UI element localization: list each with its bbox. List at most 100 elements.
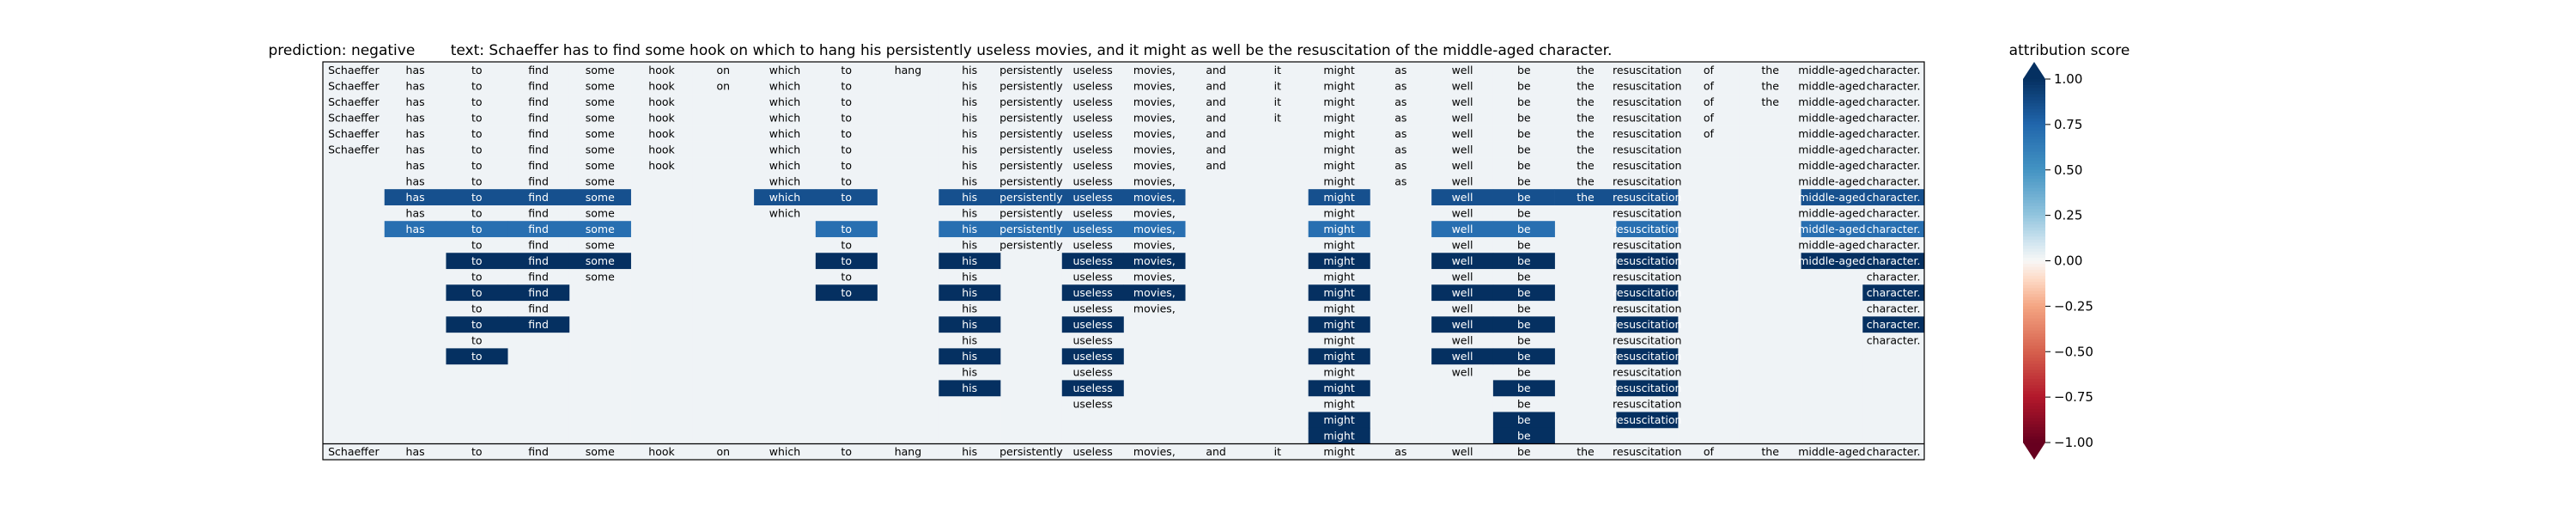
token-label: useless <box>1072 238 1112 251</box>
background-cell <box>1185 412 1248 429</box>
token-label: some <box>586 445 615 458</box>
background-cell <box>1185 332 1248 349</box>
background-cell <box>1739 109 1801 126</box>
background-cell <box>877 125 939 142</box>
token-label: it <box>1274 79 1281 92</box>
token-label: persistently <box>999 191 1063 204</box>
token-label: to <box>471 79 483 92</box>
token-label: Schaeffer <box>328 111 380 124</box>
token-label: well <box>1452 79 1473 92</box>
background-cell <box>384 443 447 461</box>
token-label: character. <box>1867 302 1921 315</box>
score-cell <box>939 189 1001 205</box>
token-label: useless <box>1072 271 1112 284</box>
token-label: useless <box>1072 398 1112 411</box>
token-label: which <box>769 127 800 140</box>
background-cell <box>1000 395 1063 412</box>
background-cell <box>1801 62 1863 78</box>
colorbar: 1.00 0.75 0.50 0.25 0.00 −0.25 −0.50 −0.75 −1.00 <box>2023 62 2093 460</box>
token-label: might <box>1323 271 1355 284</box>
token-label: useless <box>1072 382 1112 394</box>
background-cell <box>1431 268 1494 285</box>
token-label: character. <box>1867 206 1921 219</box>
token-label: well <box>1452 174 1473 187</box>
background-cell <box>630 412 693 429</box>
colorbar-label: attribution score <box>2009 42 2130 59</box>
background-cell <box>1308 236 1370 253</box>
token-label: to <box>471 223 483 235</box>
colorbar-segment <box>2023 191 2045 195</box>
token-label: to <box>471 271 483 284</box>
background-cell <box>1862 94 1925 110</box>
background-cell <box>754 205 817 222</box>
score-cell <box>1308 380 1370 397</box>
background-cell <box>568 62 631 78</box>
token-label: which <box>769 206 800 219</box>
colorbar-segment <box>2023 433 2045 437</box>
score-cell <box>1616 253 1679 270</box>
token-label: find <box>528 143 549 156</box>
colorbar-segment <box>2023 388 2045 392</box>
token-label: his <box>962 95 977 108</box>
background-cell <box>1370 443 1432 461</box>
background-cell <box>1616 427 1679 444</box>
token-label: his <box>962 79 977 92</box>
token-label: be <box>1517 286 1531 299</box>
background-cell <box>815 205 878 222</box>
background-cell <box>630 300 693 317</box>
background-cell <box>1616 395 1679 412</box>
colorbar-segment <box>2023 264 2045 267</box>
background-cell <box>1061 443 1124 461</box>
background-cell <box>692 443 755 461</box>
background-cell <box>1185 157 1248 174</box>
background-cell <box>1061 94 1124 110</box>
token-label: find <box>528 238 549 251</box>
background-cell <box>1554 332 1617 349</box>
score-cell <box>815 253 878 270</box>
token-label: has <box>406 64 425 76</box>
background-cell <box>692 94 755 110</box>
background-cell <box>323 332 386 349</box>
background-cell <box>939 412 1001 429</box>
token-label: and <box>1206 79 1226 92</box>
background-cell <box>1678 109 1741 126</box>
background-cell <box>323 173 386 190</box>
background-cell <box>1616 157 1679 174</box>
background-cell <box>446 77 508 95</box>
score-cell <box>1000 221 1063 238</box>
token-label: be <box>1517 64 1531 76</box>
background-cell <box>1246 125 1309 142</box>
background-cell <box>877 380 939 397</box>
token-label: middle-aged <box>1798 254 1865 267</box>
background-cell <box>1739 316 1801 333</box>
background-cell <box>692 427 755 444</box>
background-cell <box>630 427 693 444</box>
background-cell <box>384 363 447 381</box>
token-label: character. <box>1867 334 1921 347</box>
background-cell <box>1801 77 1863 95</box>
background-cell <box>1678 94 1741 110</box>
background-cell <box>1185 427 1248 444</box>
background-cell <box>1370 427 1432 444</box>
token-label: resuscitation <box>1613 79 1681 92</box>
colorbar-segment <box>2023 421 2045 425</box>
token-label: useless <box>1072 350 1112 363</box>
token-label: hang <box>895 64 921 76</box>
background-cell <box>323 300 386 317</box>
token-label: the <box>1761 79 1779 92</box>
background-cell <box>1801 300 1863 317</box>
background-cell <box>754 332 817 349</box>
background-cell <box>815 412 878 429</box>
background-cell <box>1061 395 1124 412</box>
background-cell <box>692 189 755 205</box>
token-label: it <box>1274 95 1281 108</box>
background-cell <box>1739 62 1801 78</box>
background-cell <box>384 109 447 126</box>
background-cell <box>507 157 570 174</box>
score-cell <box>568 221 631 238</box>
background-cell <box>507 94 570 110</box>
background-cell <box>1185 221 1248 238</box>
score-cell <box>939 221 1001 238</box>
background-cell <box>1123 300 1186 317</box>
token-label: and <box>1206 111 1226 124</box>
